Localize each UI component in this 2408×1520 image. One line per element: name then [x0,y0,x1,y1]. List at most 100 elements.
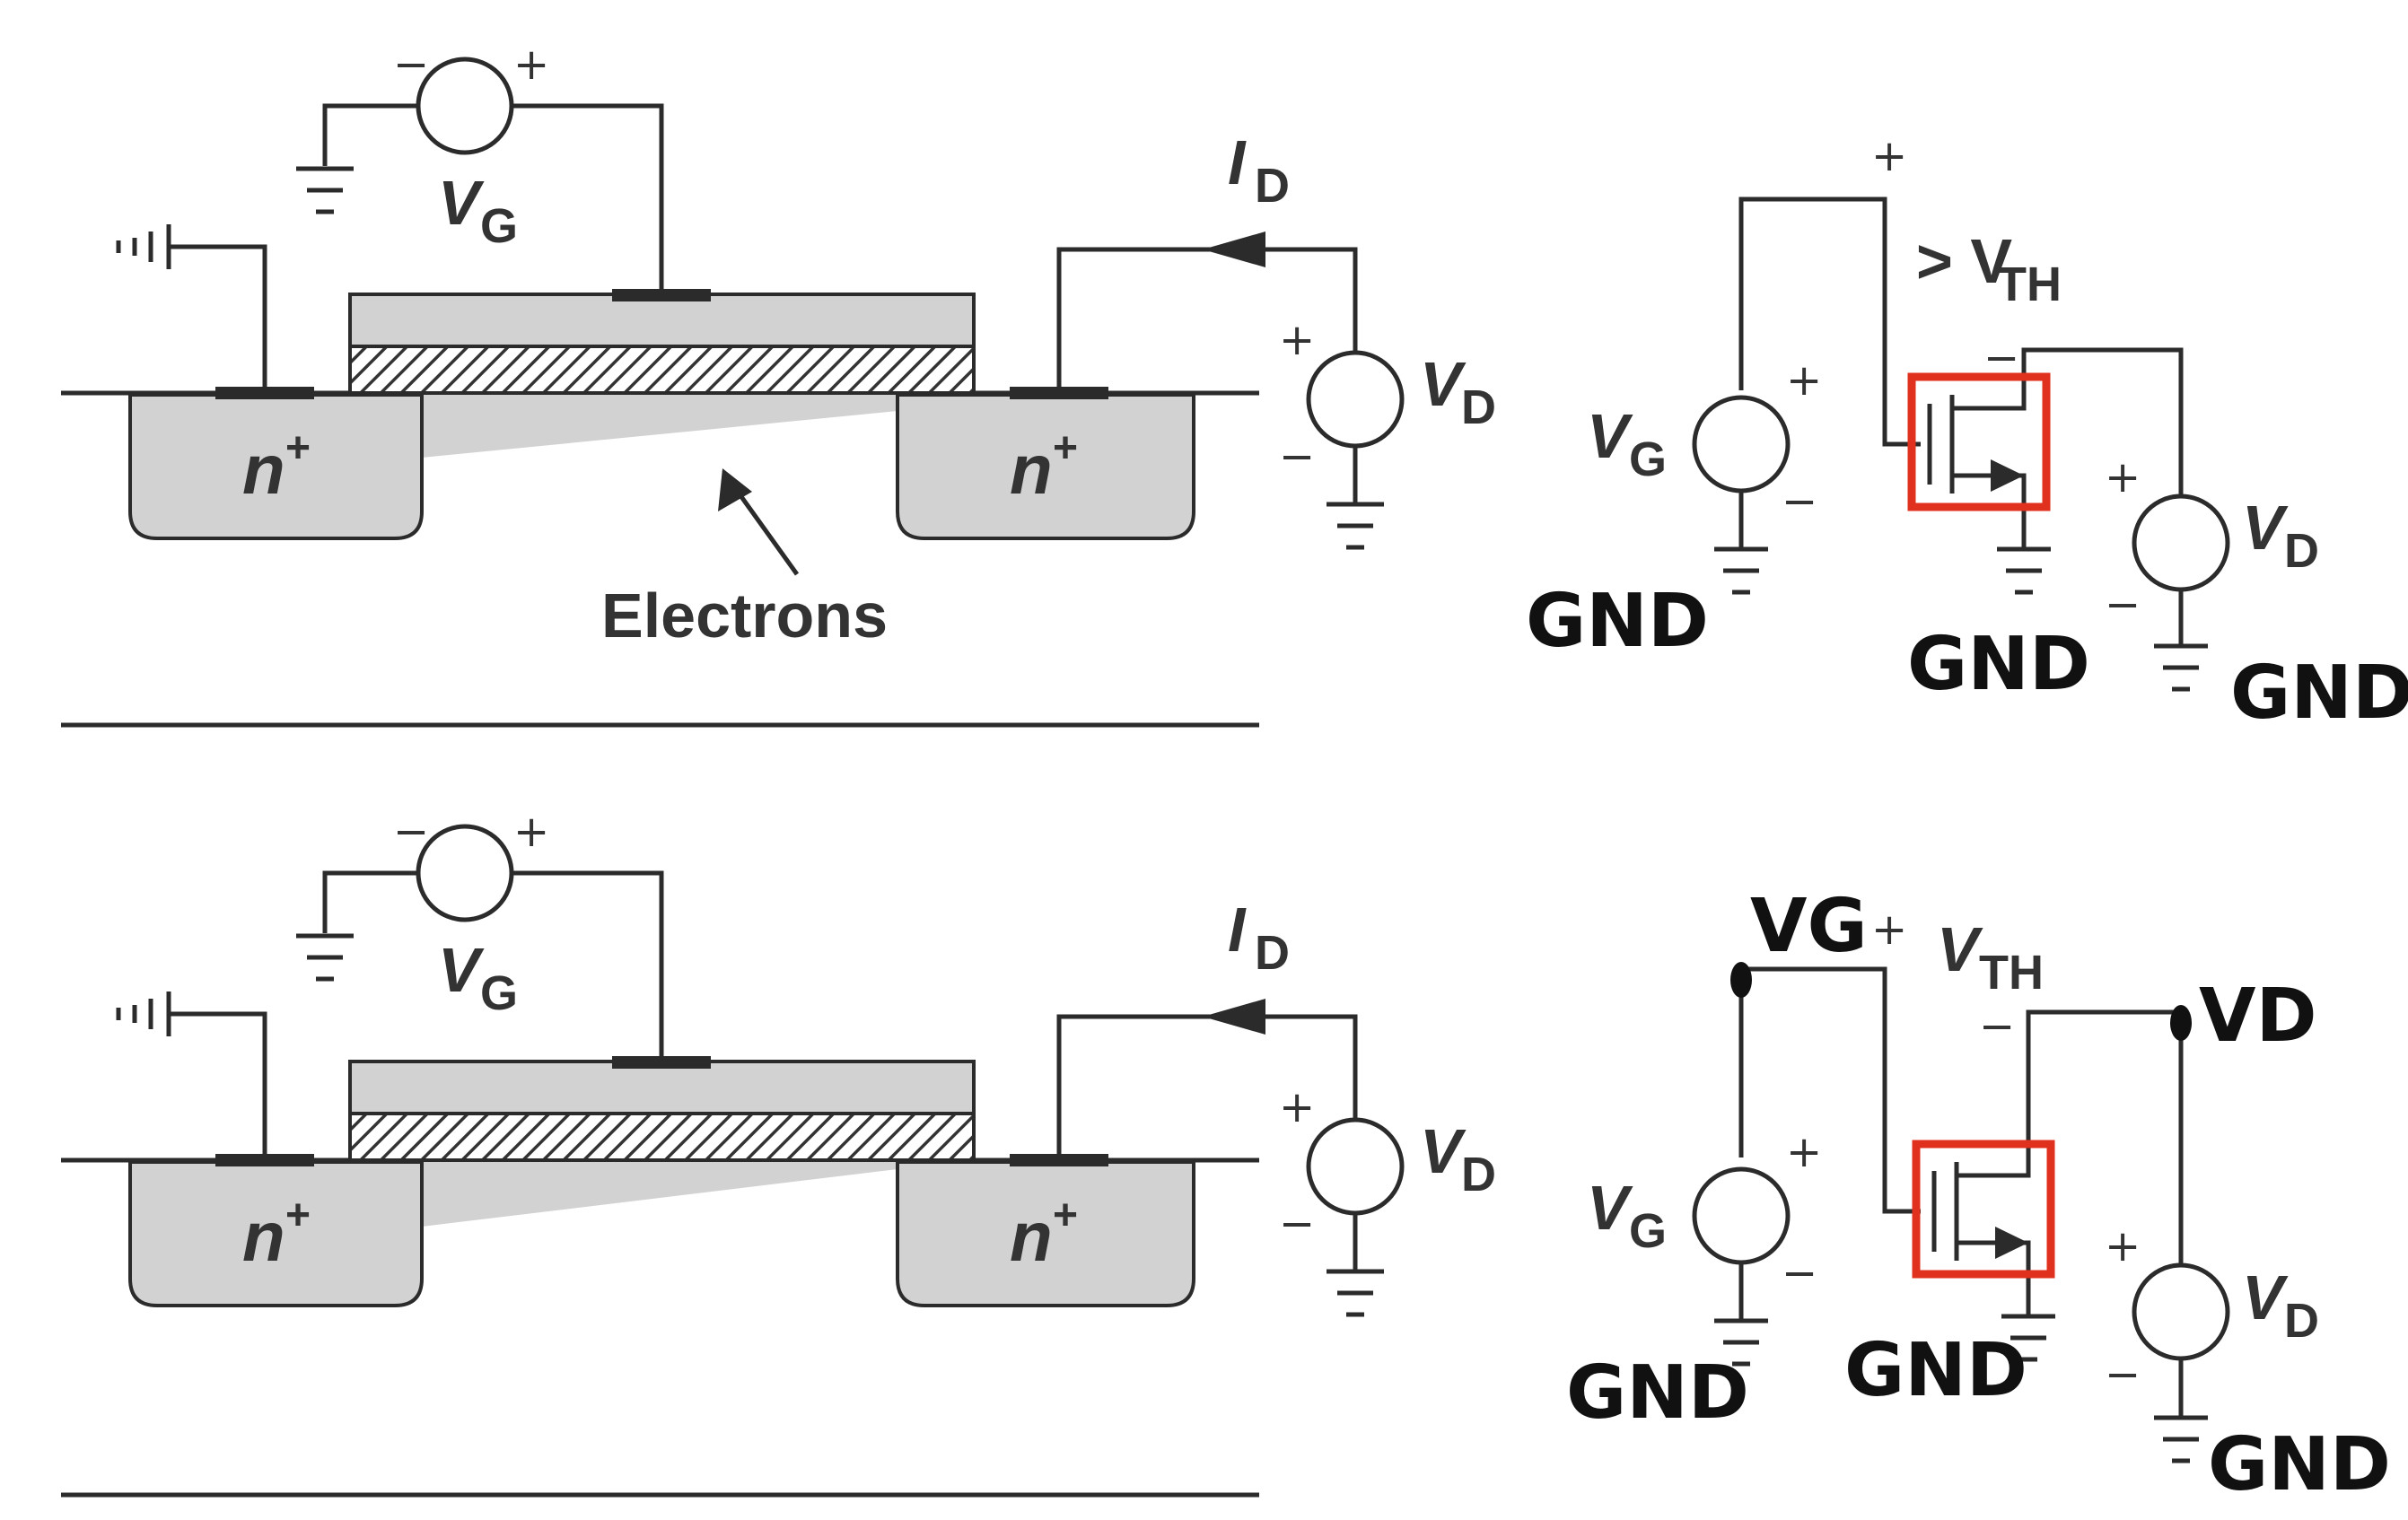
gate-oxide [348,345,976,395]
vd-source-icon [2132,494,2230,592]
drain-contact [1010,387,1108,399]
svg-text:G: G [1629,432,1667,486]
svg-text:+: + [1871,904,1907,955]
vg-label: V [1587,401,1633,471]
vd-source-icon [1306,350,1405,449]
vd-label: V [1420,349,1467,419]
vd-plus: + [1279,315,1315,365]
top-schematic: + − + V G > V TH − + − V D GND GND GND [1526,131,2408,736]
svg-text:D: D [1461,1148,1496,1201]
mosfet-arrow-icon [1991,459,2024,492]
svg-text:G: G [1629,1204,1667,1258]
drain-net [1952,347,2184,498]
bottom-schematic: VG + V TH + − V G VD − + − V D GND [1566,884,2391,1507]
vth-label: V [1937,914,1983,984]
gate-poly [348,1060,976,1115]
source-net [1952,473,2027,547]
gnd-label-2: GND [1844,1328,2027,1413]
vth-label: > V [1916,226,2012,296]
mosfet-highlight [1907,372,2051,511]
id-subscript: D [1255,159,1290,213]
svg-text:+: + [285,424,311,472]
svg-text:−: − [2105,1350,2141,1400]
svg-text:−: − [393,807,429,857]
electron-channel [422,1162,898,1227]
vd-label: V [2242,1262,2289,1332]
vg-source-icon [1692,1166,1791,1265]
gate-wire [512,103,664,289]
svg-text:+: + [1786,355,1822,406]
top-cross-section: − + V G I D + − V D n + n + Electrons [61,39,1496,651]
svg-text:+: + [1053,1192,1078,1239]
svg-text:G: G [480,966,518,1020]
n-plus-right-label: n [1010,1197,1053,1276]
n-plus-left-label: n [242,430,285,509]
vg-plus: + [513,39,549,90]
svg-text:D: D [2284,524,2319,578]
gate-contact [612,1056,711,1069]
vg-node-label: VG [1750,884,1868,969]
bottom-cross-section: − + V G I D + − V D n + n + [61,807,1496,1317]
source-wire [169,244,267,387]
gate-net [1738,197,1921,447]
vg-minus: − [393,39,429,90]
vg-source-icon [416,57,514,155]
svg-text:TH: TH [1997,258,2062,311]
current-arrow-icon [1203,999,1265,1035]
svg-text:+: + [1786,1127,1822,1177]
vd-node-label: VD [2199,974,2317,1059]
vd-node-dot [2170,1005,2192,1041]
gate-poly [348,293,976,348]
svg-text:+: + [2105,452,2141,502]
n-plus-left-label: n [242,1197,285,1276]
source-contact [215,1154,314,1166]
svg-text:+: + [1871,131,1907,181]
svg-text:−: − [1782,1248,1817,1298]
svg-text:−: − [1279,1199,1315,1249]
svg-text:+: + [1279,1082,1315,1132]
gate-contact [612,289,711,301]
vg-source-icon [416,824,514,922]
gnd-label-3: GND [2208,1422,2391,1507]
svg-text:+: + [513,807,549,857]
n-plus-right-label: n [1010,430,1053,509]
svg-text:TH: TH [1979,946,2044,1000]
id-label: I [1228,895,1247,965]
svg-text:−: − [1979,1001,2015,1052]
svg-text:+: + [1053,424,1078,472]
vg-subscript: G [480,199,518,253]
drain-contact [1010,1154,1108,1166]
electrons-pointer [735,490,800,576]
id-label: I [1228,127,1247,197]
vd-minus: − [1279,432,1315,482]
gate-oxide [348,1112,976,1162]
n-plus-source-well [128,393,424,540]
vg-label: V [1587,1173,1633,1243]
gnd-label-1: GND [1526,579,1709,664]
source-net [1957,1240,2031,1315]
gate-net [1738,966,1921,1214]
gnd-label-2: GND [1907,622,2090,707]
vd-label: V [1420,1116,1467,1186]
mosfet-highlight [1912,1140,2055,1279]
vg-node-dot [1730,962,1752,998]
gnd-label-3: GND [2230,651,2408,736]
n-plus-drain-well [896,393,1195,540]
vd-subscript: D [1461,380,1496,434]
n-plus-drain-well [896,1160,1195,1307]
mosfet-arrow-icon [1995,1227,2028,1259]
vd-label: V [2242,493,2289,563]
electron-channel [422,395,898,458]
n-plus-source-well [128,1160,424,1307]
drain-net [1957,1009,2184,1265]
vd-source-icon [1306,1117,1405,1216]
source-contact [215,387,314,399]
current-arrow-icon [1203,231,1265,267]
svg-text:D: D [1255,926,1290,980]
vg-label: V [438,935,485,1005]
vg-source-icon [1692,395,1791,494]
svg-text:+: + [2105,1221,2141,1271]
svg-text:D: D [2284,1294,2319,1348]
svg-text:−: − [1782,476,1817,527]
